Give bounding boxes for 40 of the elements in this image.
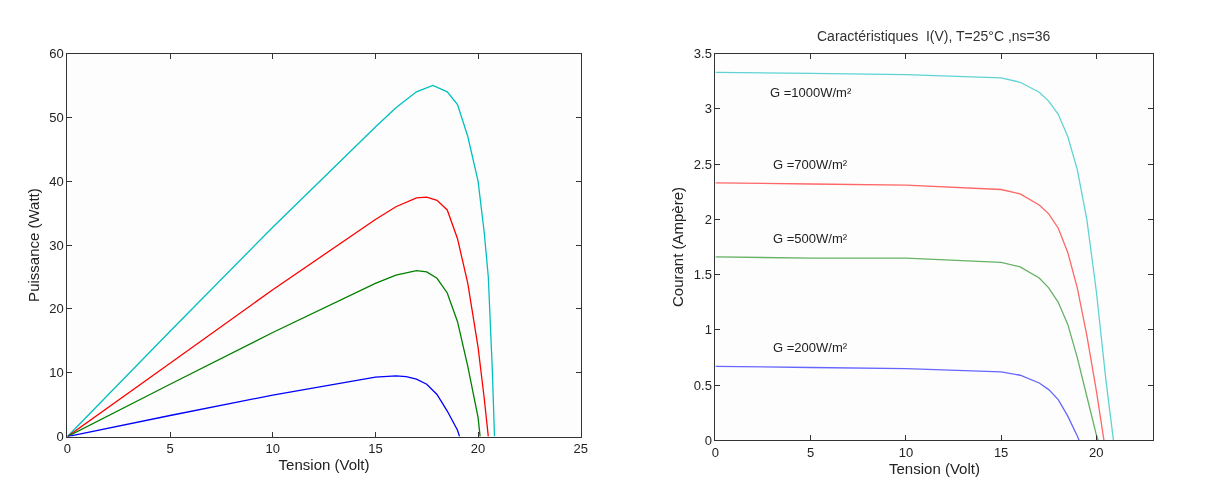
y-tick-label: 0 xyxy=(56,429,64,445)
x-tick-label: 10 xyxy=(898,445,914,461)
y-tick-label: 60 xyxy=(49,46,64,62)
line-series xyxy=(715,256,1099,441)
x-tick-label: 10 xyxy=(265,441,280,457)
x-tick-label: 20 xyxy=(1089,445,1104,461)
x-tick-label: 5 xyxy=(166,441,174,457)
x-tick-label: 15 xyxy=(368,441,383,457)
chart-title: Caractéristiques I(V), T=25°C ,ns=36 xyxy=(817,28,1051,44)
y-tick-label: 50 xyxy=(49,109,64,125)
y-tick-label: 2 xyxy=(704,211,712,227)
series-label: G =1000W/m² xyxy=(770,85,852,100)
y-tick-label: 1.5 xyxy=(693,267,712,283)
line-series xyxy=(715,71,1115,441)
line-series xyxy=(67,84,496,437)
y-axis-title: Puissance (Watt) xyxy=(24,188,42,302)
y-tick-label: 30 xyxy=(49,237,64,253)
x-tick-label: 25 xyxy=(573,441,588,457)
line-series xyxy=(67,269,481,437)
y-axis-title: Courant (Ampère) xyxy=(669,186,687,308)
y-tick-label: 10 xyxy=(49,365,64,381)
y-tick-label: 40 xyxy=(49,173,64,189)
line-series xyxy=(67,196,489,437)
line-series xyxy=(715,182,1105,441)
x-axis-title: Tension (Volt) xyxy=(278,456,370,474)
series-label: G =500W/m² xyxy=(773,231,848,246)
y-tick-label: 3 xyxy=(704,101,712,117)
y-tick-label: 3.5 xyxy=(693,46,712,62)
line-series xyxy=(715,365,1080,441)
y-tick-label: 0.5 xyxy=(693,377,712,393)
y-tick-label: 2.5 xyxy=(693,156,712,172)
y-tick-label: 20 xyxy=(49,301,64,317)
y-tick-label: 1 xyxy=(704,322,712,338)
series-label: G =700W/m² xyxy=(773,157,848,172)
x-tick-label: 15 xyxy=(993,445,1009,461)
x-tick-label: 20 xyxy=(470,441,486,457)
x-axis-title: Tension (Volt) xyxy=(889,460,980,478)
series-label: G =200W/m² xyxy=(773,340,848,355)
x-tick-label: 5 xyxy=(807,445,815,461)
line-series xyxy=(67,375,461,437)
